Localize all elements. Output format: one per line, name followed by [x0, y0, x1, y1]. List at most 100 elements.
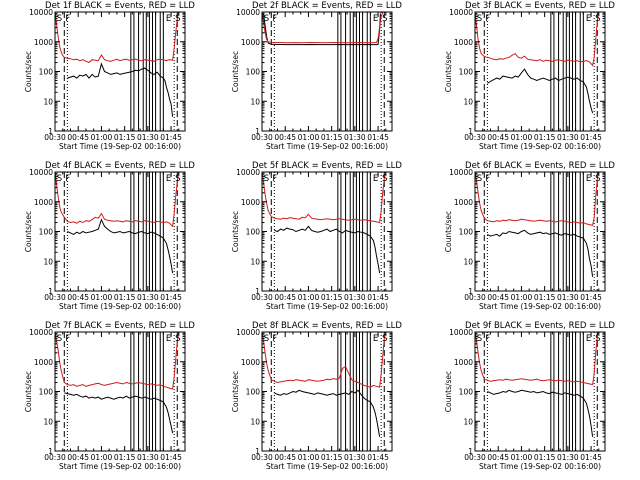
y-tick-label: 1000 [454, 38, 473, 47]
y-tick-label: 100 [39, 388, 54, 397]
x-tick-label: 01:15 [321, 133, 343, 142]
phase-marker: E [586, 334, 591, 344]
x-tick-label: 00:30 [251, 133, 273, 142]
y-axis-label: Counts/sec [24, 211, 33, 252]
y-tick-label: 100 [246, 68, 261, 77]
chart-panel-8: Det 8f BLACK = Events, RED = LLD 1 10 100 10… [231, 321, 402, 471]
x-tick-label: 01:45 [367, 293, 389, 302]
y-tick-label: 1000 [241, 358, 260, 367]
plot-frame [261, 171, 393, 292]
series-line-events [487, 229, 594, 277]
x-tick-label: 00:30 [464, 453, 486, 462]
chart-title: Det 9f BLACK = Events, RED = LLD [465, 321, 615, 331]
x-tick-label: 01:00 [298, 453, 320, 462]
chart-panel-2: Det 2f BLACK = Events, RED = LLD 1 10 100 10… [231, 1, 402, 151]
x-tick-label: 01:30 [344, 133, 366, 142]
x-tick-label: 00:30 [251, 293, 273, 302]
x-tick-label: 01:45 [367, 133, 389, 142]
plot-frame [54, 331, 186, 452]
y-tick-label: 100 [39, 228, 54, 237]
x-tick-label: 00:45 [487, 293, 509, 302]
y-tick-label: 10000 [236, 328, 260, 337]
phase-marker: E [373, 174, 378, 184]
x-tick-label: 01:15 [114, 453, 136, 462]
phase-marker: E [166, 334, 171, 344]
x-tick-label: 00:45 [274, 453, 296, 462]
phase-marker: S [595, 174, 600, 184]
x-tick-label: 01:15 [321, 293, 343, 302]
x-tick-label: 01:00 [298, 293, 320, 302]
x-tick-label: 01:15 [321, 453, 343, 462]
series-line-events [487, 389, 594, 437]
chart-panel-7: Det 7f BLACK = Events, RED = LLD 1 10 100 10… [24, 321, 195, 471]
x-tick-label: 01:30 [137, 453, 159, 462]
chart-title: Det 5f BLACK = Events, RED = LLD [252, 161, 402, 171]
plot-frame [54, 11, 186, 132]
chart-panel-1: Det 1f BLACK = Events, RED = LLD 1 10 100 10… [24, 1, 195, 151]
phase-marker: S [595, 334, 600, 344]
y-tick-label: 10 [463, 417, 473, 426]
y-tick-label: 1 [468, 127, 473, 136]
y-tick-label: 1 [48, 447, 53, 456]
x-tick-label: 00:30 [44, 453, 66, 462]
x-tick-label: 01:00 [511, 453, 533, 462]
phase-marker: S [264, 334, 269, 344]
x-tick-label: 00:30 [464, 133, 486, 142]
phase-marker: S [477, 334, 482, 344]
x-tick-label: 01:45 [580, 133, 602, 142]
y-tick-label: 10 [250, 97, 260, 106]
y-axis-label: Counts/sec [444, 371, 453, 412]
phase-marker: S [175, 334, 180, 344]
x-tick-label: 00:45 [67, 453, 89, 462]
y-tick-label: 10000 [29, 8, 53, 17]
phase-marker: E [586, 174, 591, 184]
x-tick-label: 00:45 [487, 453, 509, 462]
series-line-lld [475, 332, 605, 386]
chart-panel-5: Det 5f BLACK = Events, RED = LLD 1 10 100 10… [231, 161, 402, 311]
y-tick-label: 10000 [29, 328, 53, 337]
x-tick-label: 01:15 [114, 293, 136, 302]
chart-panel-4: Det 4f BLACK = Events, RED = LLD 1 10 100 10… [24, 161, 195, 311]
y-axis-label: Counts/sec [444, 211, 453, 252]
phase-marker: S [175, 14, 180, 24]
phase-marker: F [485, 174, 490, 184]
y-tick-label: 100 [39, 68, 54, 77]
series-line-events [274, 389, 381, 437]
series-line-lld [55, 332, 185, 390]
y-tick-label: 100 [246, 388, 261, 397]
phase-marker: E [166, 174, 171, 184]
phase-marker: F [272, 174, 277, 184]
y-axis-label: Counts/sec [444, 51, 453, 92]
y-tick-label: 10 [43, 97, 53, 106]
chart-title: Det 6f BLACK = Events, RED = LLD [465, 161, 615, 171]
plot-frame [474, 331, 606, 452]
y-tick-label: 1000 [34, 358, 53, 367]
series-line-lld [262, 332, 392, 388]
x-tick-label: 01:30 [344, 293, 366, 302]
y-tick-label: 1000 [34, 198, 53, 207]
x-tick-label: 01:00 [91, 133, 113, 142]
y-tick-label: 10 [43, 257, 53, 266]
plot-frame [261, 331, 393, 452]
x-axis-label: Start Time (19-Sep-02 00:16:00) [479, 302, 601, 311]
x-tick-label: 01:30 [137, 133, 159, 142]
phase-marker: S [57, 14, 62, 24]
y-tick-label: 100 [459, 228, 474, 237]
x-tick-label: 01:00 [298, 133, 320, 142]
series-line-events [67, 62, 174, 117]
series-line-events [67, 218, 174, 274]
x-tick-label: 00:45 [487, 133, 509, 142]
y-tick-label: 1000 [454, 358, 473, 367]
chart-title: Det 2f BLACK = Events, RED = LLD [252, 1, 402, 11]
chart-title: Det 7f BLACK = Events, RED = LLD [45, 321, 195, 331]
series-line-lld [55, 172, 185, 228]
y-tick-label: 10000 [449, 8, 473, 17]
y-tick-label: 1 [468, 287, 473, 296]
plot-frame [474, 11, 606, 132]
y-axis-label: Counts/sec [24, 51, 33, 92]
phase-marker: F [485, 14, 490, 24]
chart-title: Det 1f BLACK = Events, RED = LLD [45, 1, 195, 11]
x-tick-label: 01:30 [557, 133, 579, 142]
x-tick-label: 01:30 [557, 453, 579, 462]
y-tick-label: 1000 [241, 38, 260, 47]
